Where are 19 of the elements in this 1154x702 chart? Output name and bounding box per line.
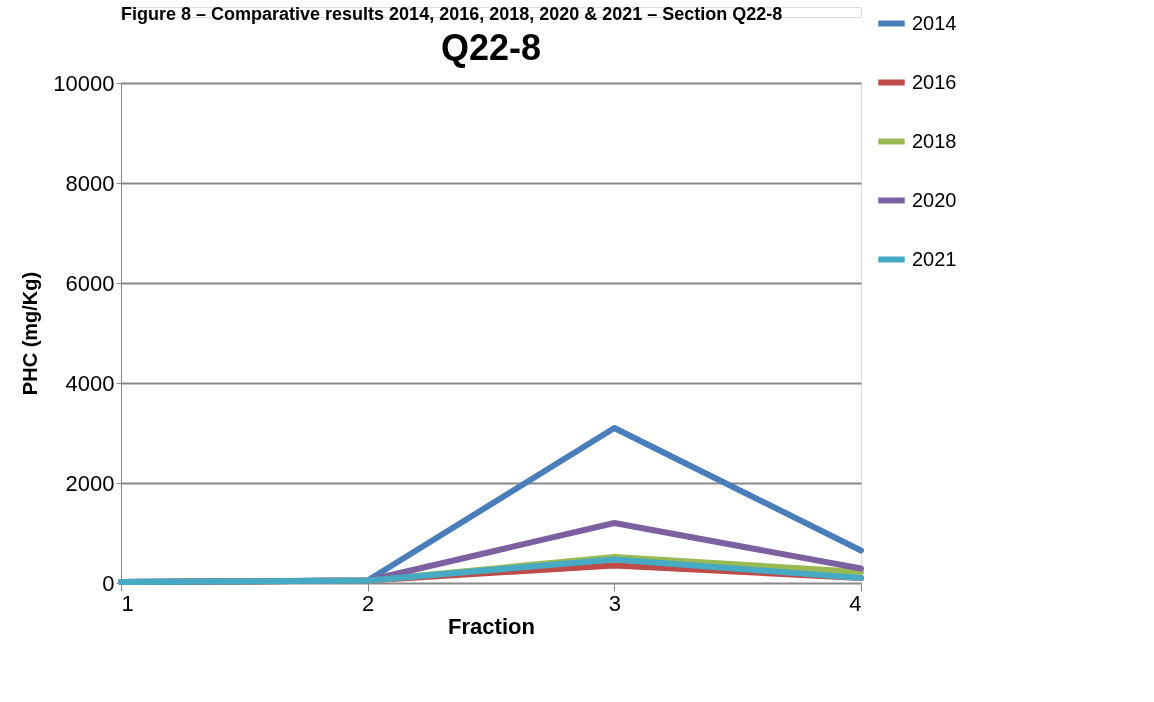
y-tick-label: 6000 — [65, 270, 115, 296]
x-tick-label: 1 — [121, 590, 134, 616]
x-tick-label: 4 — [849, 590, 862, 616]
legend-label: 2018 — [912, 129, 957, 152]
y-tick-label: 0 — [102, 570, 115, 596]
legend-label: 2020 — [912, 188, 957, 211]
y-axis-title: PHC (mg/Kg) — [19, 271, 42, 396]
x-axis-title: Fraction — [448, 613, 535, 639]
x-tick-label: 2 — [362, 590, 375, 616]
chart-title: Q22-8 — [440, 27, 542, 68]
legend-label: 2014 — [912, 11, 957, 34]
y-tick-label: 10000 — [53, 70, 115, 96]
y-tick-label: 8000 — [65, 170, 115, 196]
caption: Figure 8 – Comparative results 2014, 2016, 2018, 2020 & 2021 – Section Q22-8 — [121, 4, 783, 24]
y-tick-label: 4000 — [65, 370, 115, 396]
y-tick-label: 2000 — [65, 470, 115, 496]
legend-label: 2021 — [912, 247, 957, 270]
x-tick-label: 3 — [608, 590, 621, 616]
legend-label: 2016 — [912, 70, 957, 93]
